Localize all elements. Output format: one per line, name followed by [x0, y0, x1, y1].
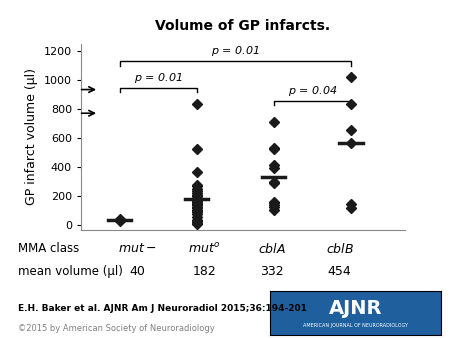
Text: $mut^o$: $mut^o$ [189, 242, 221, 256]
Text: $cblA$: $cblA$ [258, 242, 286, 256]
Text: 332: 332 [261, 265, 284, 278]
Text: MMA class: MMA class [18, 242, 79, 255]
Text: 454: 454 [328, 265, 351, 278]
Text: AJNR: AJNR [329, 299, 382, 318]
Text: $mut-$: $mut-$ [118, 242, 157, 255]
Text: 182: 182 [193, 265, 216, 278]
Title: Volume of GP infarcts.: Volume of GP infarcts. [155, 19, 331, 33]
Text: $p$ = 0.04: $p$ = 0.04 [288, 84, 337, 98]
Text: $p$ = 0.01: $p$ = 0.01 [211, 45, 260, 58]
Text: $cblB$: $cblB$ [326, 242, 354, 256]
Text: mean volume (μl): mean volume (μl) [18, 265, 123, 278]
Text: AMERICAN JOURNAL OF NEURORADIOLOGY: AMERICAN JOURNAL OF NEURORADIOLOGY [303, 323, 408, 328]
Text: 40: 40 [129, 265, 145, 278]
Text: E.H. Baker et al. AJNR Am J Neuroradiol 2015;36:194-201: E.H. Baker et al. AJNR Am J Neuroradiol … [18, 304, 307, 313]
Text: $p$ = 0.01: $p$ = 0.01 [134, 71, 182, 84]
Text: ©2015 by American Society of Neuroradiology: ©2015 by American Society of Neuroradiol… [18, 324, 215, 334]
Y-axis label: GP infarct volume (μl): GP infarct volume (μl) [25, 68, 38, 206]
